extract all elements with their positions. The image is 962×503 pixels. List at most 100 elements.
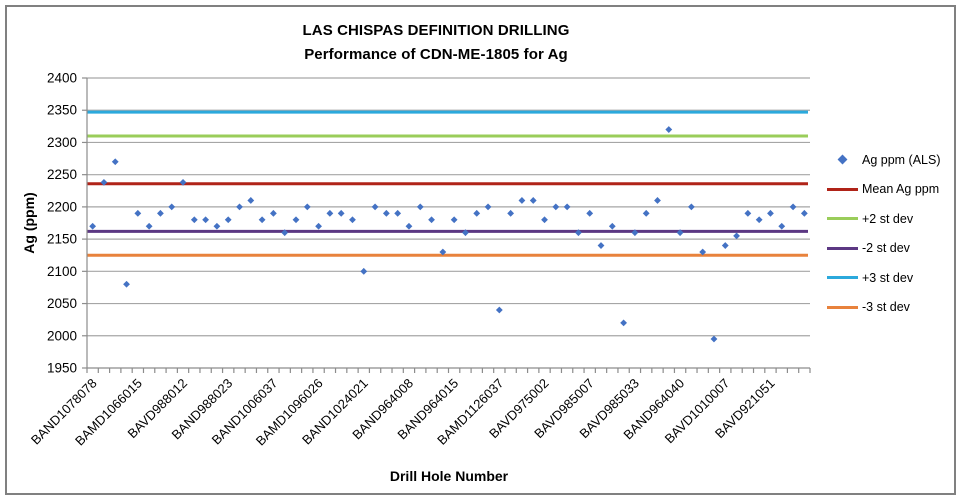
data-point bbox=[778, 222, 786, 230]
data-point bbox=[292, 216, 300, 224]
legend-line-swatch-icon bbox=[827, 305, 858, 309]
gridlines bbox=[87, 77, 810, 337]
data-point bbox=[620, 319, 628, 327]
data-point bbox=[371, 203, 379, 211]
data-point bbox=[134, 209, 142, 217]
data-point bbox=[405, 222, 413, 230]
data-point bbox=[552, 203, 560, 211]
data-point bbox=[382, 209, 390, 217]
data-point bbox=[541, 216, 548, 224]
data-point bbox=[450, 216, 458, 224]
data-point bbox=[586, 209, 594, 217]
data-point bbox=[473, 209, 481, 217]
data-point bbox=[326, 209, 334, 217]
legend-label: -3 st dev bbox=[862, 300, 910, 315]
data-point bbox=[213, 222, 221, 230]
data-point bbox=[687, 203, 695, 211]
legend-line-swatch-icon bbox=[827, 276, 858, 280]
y-tick-label: 2100 bbox=[47, 264, 77, 279]
chart-subtitle: Performance of CDN-ME-1805 for Ag bbox=[304, 45, 568, 63]
legend-item-mean-ag-ppm: Mean Ag ppm bbox=[827, 175, 941, 205]
legend-line-swatch-icon bbox=[827, 246, 858, 250]
y-tick-label: 2250 bbox=[47, 167, 77, 182]
y-tick-label: 1950 bbox=[47, 361, 77, 376]
data-point bbox=[416, 203, 424, 211]
data-point bbox=[100, 179, 108, 186]
data-point bbox=[665, 126, 673, 133]
legend-line-swatch-icon bbox=[827, 187, 858, 191]
y-tick-labels: 1950 2000 2050 2100 2150 2200 2250 2300 2350 2400 bbox=[47, 71, 77, 376]
legend-item-minus-3-st-dev: -3 st dev bbox=[827, 293, 941, 323]
data-point bbox=[484, 203, 492, 211]
y-tick-label: 2300 bbox=[47, 135, 77, 150]
data-point bbox=[111, 158, 119, 166]
data-point bbox=[767, 209, 774, 217]
data-point bbox=[642, 209, 650, 217]
data-point bbox=[755, 216, 763, 224]
data-point bbox=[236, 203, 243, 211]
series-ag-ppm-als bbox=[89, 126, 808, 343]
data-point bbox=[303, 203, 311, 211]
legend-item-minus-2-st-dev: -2 st dev bbox=[827, 234, 941, 264]
data-point bbox=[428, 216, 435, 224]
legend-item-plus-2-st-dev: +2 st dev bbox=[827, 204, 941, 234]
y-axis-title: Ag (ppm) bbox=[21, 192, 37, 253]
data-point bbox=[789, 203, 797, 211]
data-point bbox=[258, 216, 266, 224]
data-point bbox=[281, 229, 289, 237]
x-tick-labels: BAND1078078BAMD1066015BAVD988012BAND9880… bbox=[28, 376, 778, 449]
data-point bbox=[676, 229, 684, 237]
data-point bbox=[337, 209, 345, 217]
legend-label: +2 st dev bbox=[862, 211, 914, 226]
data-point bbox=[608, 222, 616, 230]
plot-area: 1950 2000 2050 2100 2150 2200 2250 2300 2350 2400… bbox=[28, 71, 811, 449]
data-point bbox=[699, 248, 707, 256]
data-point bbox=[247, 197, 255, 204]
data-point bbox=[800, 209, 808, 217]
legend-line-swatch-icon bbox=[827, 217, 858, 221]
data-point bbox=[529, 197, 537, 204]
data-point bbox=[495, 306, 503, 314]
data-point bbox=[168, 203, 176, 211]
x-axis-title: Drill Hole Number bbox=[390, 468, 509, 484]
legend-label: Mean Ag ppm bbox=[862, 182, 940, 197]
legend-item-ag-ppm-als: Ag ppm (ALS) bbox=[827, 145, 941, 175]
data-point bbox=[315, 222, 322, 230]
axes bbox=[82, 77, 811, 373]
data-point bbox=[202, 216, 210, 224]
data-point bbox=[179, 179, 187, 186]
data-point bbox=[349, 216, 356, 224]
data-point bbox=[518, 197, 526, 204]
data-point bbox=[563, 203, 571, 211]
data-point bbox=[507, 209, 515, 217]
chart-border bbox=[5, 5, 956, 495]
data-point bbox=[190, 216, 198, 224]
data-point bbox=[744, 209, 752, 217]
y-tick-label: 2000 bbox=[47, 328, 77, 343]
data-point bbox=[89, 222, 97, 230]
legend-label: +3 st dev bbox=[862, 270, 914, 285]
chart-title-block: LAS CHISPAS DEFINITION DRILLING Performa… bbox=[0, 19, 872, 66]
data-point bbox=[224, 216, 232, 224]
data-point bbox=[145, 222, 153, 230]
data-point bbox=[710, 335, 718, 343]
legend-diamond-marker-icon bbox=[827, 154, 858, 165]
y-tick-label: 2350 bbox=[47, 103, 77, 118]
y-tick-label: 2200 bbox=[47, 199, 77, 214]
legend-label: Ag ppm (ALS) bbox=[862, 152, 941, 167]
data-point bbox=[631, 229, 639, 237]
data-point bbox=[360, 267, 368, 275]
y-tick-label: 2050 bbox=[47, 296, 77, 311]
data-point bbox=[439, 248, 447, 256]
data-point bbox=[575, 229, 582, 237]
y-tick-label: 2400 bbox=[47, 71, 77, 86]
data-point bbox=[394, 209, 402, 217]
data-point bbox=[157, 209, 164, 217]
legend: Ag ppm (ALS) Mean Ag ppm +2 st dev -2 st… bbox=[827, 145, 941, 322]
data-point bbox=[654, 197, 661, 204]
data-point bbox=[597, 242, 605, 249]
y-tick-label: 2150 bbox=[47, 232, 77, 247]
data-point bbox=[123, 280, 130, 288]
chart-title: LAS CHISPAS DEFINITION DRILLING bbox=[302, 22, 570, 39]
